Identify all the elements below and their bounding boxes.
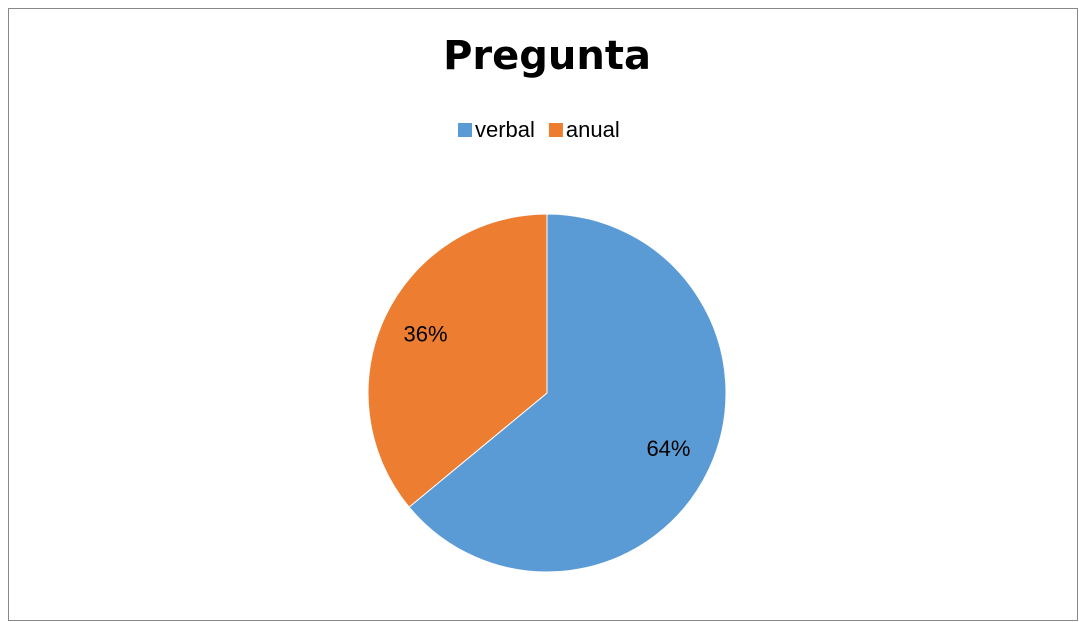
chart-title: Pregunta — [443, 33, 651, 79]
data-label: 36% — [404, 322, 448, 347]
pie-slice — [408, 213, 727, 573]
legend-swatch — [458, 123, 472, 137]
pie-slice — [367, 213, 548, 508]
legend-label: anual — [566, 117, 620, 142]
legend-label: verbal — [475, 117, 535, 142]
legend-swatch — [548, 123, 563, 137]
data-label: 64% — [646, 436, 690, 461]
